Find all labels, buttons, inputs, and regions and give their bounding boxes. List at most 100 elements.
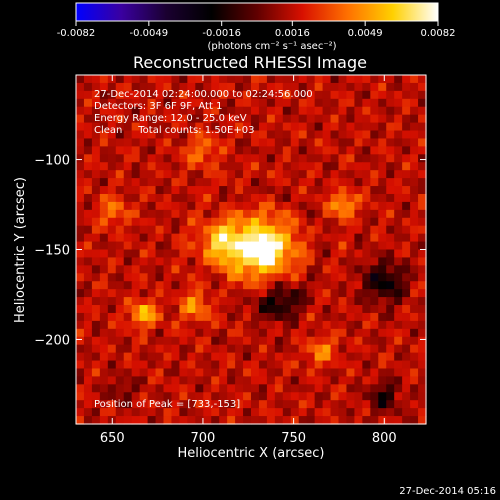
heatmap-cell	[123, 281, 133, 290]
heatmap-cell	[386, 114, 395, 124]
heatmap-cell	[171, 416, 180, 425]
heatmap-cell	[410, 344, 419, 354]
heatmap-cell	[99, 297, 109, 306]
heatmap-cell	[91, 312, 101, 322]
heatmap-cell	[211, 146, 220, 155]
heatmap-cell	[290, 320, 300, 330]
heatmap-cell	[187, 233, 196, 243]
heatmap-cell	[219, 178, 228, 187]
heatmap-cell	[211, 416, 220, 425]
heatmap-cell	[83, 360, 93, 370]
heatmap-cell	[83, 249, 93, 259]
heatmap-cell	[243, 336, 252, 346]
heatmap-cell	[123, 305, 133, 314]
heatmap-cell	[402, 328, 411, 338]
heatmap-cell	[76, 241, 85, 251]
heatmap-cell	[251, 138, 260, 147]
heatmap-cell	[362, 289, 371, 298]
heatmap-cell	[266, 233, 276, 243]
heatmap-cell	[354, 376, 363, 385]
heatmap-cell	[378, 328, 387, 338]
heatmap-cell	[83, 368, 93, 378]
heatmap-cell	[330, 408, 340, 417]
heatmap-cell	[314, 257, 324, 266]
heatmap-cell	[251, 130, 260, 140]
heatmap-cell	[306, 154, 316, 163]
heatmap-cell	[282, 98, 292, 108]
heatmap-cell	[306, 320, 316, 330]
heatmap-cell	[155, 360, 165, 370]
heatmap-cell	[203, 312, 212, 322]
heatmap-cell	[314, 186, 324, 195]
heatmap-cell	[115, 376, 125, 385]
heatmap-cell	[243, 249, 252, 259]
heatmap-cell	[298, 154, 308, 163]
heatmap-cell	[298, 297, 308, 306]
heatmap-cell	[107, 98, 117, 108]
chart-title: Reconstructed RHESSI Image	[133, 53, 367, 72]
heatmap-cell	[219, 328, 228, 338]
heatmap-cell	[107, 186, 117, 195]
heatmap-cell	[298, 368, 308, 378]
heatmap-cell	[362, 416, 371, 425]
heatmap-cell	[211, 281, 220, 290]
heatmap-cell	[274, 75, 284, 84]
heatmap-cell	[83, 75, 93, 84]
heatmap-cell	[322, 186, 332, 195]
heatmap-cell	[155, 217, 165, 227]
heatmap-cell	[203, 344, 212, 354]
heatmap-cell	[195, 90, 204, 100]
heatmap-cell	[131, 257, 141, 266]
heatmap-cell	[131, 312, 141, 322]
heatmap-cell	[394, 241, 403, 251]
heatmap-cell	[330, 178, 340, 187]
heatmap-cell	[410, 368, 419, 378]
heatmap-cell	[274, 146, 284, 155]
heatmap-cell	[76, 265, 85, 274]
heatmap-cell	[346, 384, 355, 393]
heatmap-cell	[298, 400, 308, 409]
heatmap-cell	[76, 384, 85, 393]
heatmap-cell	[354, 241, 363, 251]
heatmap-cell	[155, 106, 165, 116]
heatmap-cell	[346, 233, 355, 243]
heatmap-cell	[418, 297, 427, 306]
heatmap-cell	[235, 75, 244, 84]
heatmap-cell	[243, 368, 252, 378]
heatmap-cell	[211, 408, 220, 417]
heatmap-cell	[402, 138, 411, 147]
heatmap-cell	[179, 416, 188, 425]
heatmap-cell	[346, 336, 355, 346]
heatmap-cell	[346, 320, 355, 330]
heatmap-cell	[306, 209, 316, 219]
heatmap-cell	[76, 90, 85, 100]
heatmap-cell	[123, 265, 133, 274]
heatmap-cell	[155, 281, 165, 290]
heatmap-cell	[346, 75, 355, 84]
heatmap-cell	[386, 344, 395, 354]
heatmap-cell	[76, 193, 85, 203]
heatmap-cell	[298, 114, 308, 124]
heatmap-cell	[131, 305, 141, 314]
heatmap-cell	[219, 400, 228, 409]
heatmap-cell	[115, 328, 125, 338]
heatmap-cell	[99, 130, 109, 140]
heatmap-cell	[290, 178, 300, 187]
heatmap-cell	[338, 178, 348, 187]
heatmap-cell	[219, 336, 228, 346]
heatmap-cell	[163, 416, 173, 425]
colorbar-gradient	[75, 2, 439, 22]
heatmap-cell	[195, 344, 204, 354]
heatmap-cell	[147, 344, 157, 354]
heatmap-cell	[258, 352, 268, 362]
heatmap-cell	[251, 233, 260, 243]
heatmap-cell	[274, 178, 284, 187]
heatmap-cell	[235, 400, 244, 409]
heatmap-cell	[243, 257, 252, 266]
heatmap-cell	[266, 217, 276, 227]
heatmap-cell	[139, 257, 149, 266]
heatmap-cell	[346, 162, 355, 171]
heatmap-cell	[402, 114, 411, 124]
heatmap-cell	[402, 336, 411, 346]
heatmap-cell	[99, 201, 109, 211]
